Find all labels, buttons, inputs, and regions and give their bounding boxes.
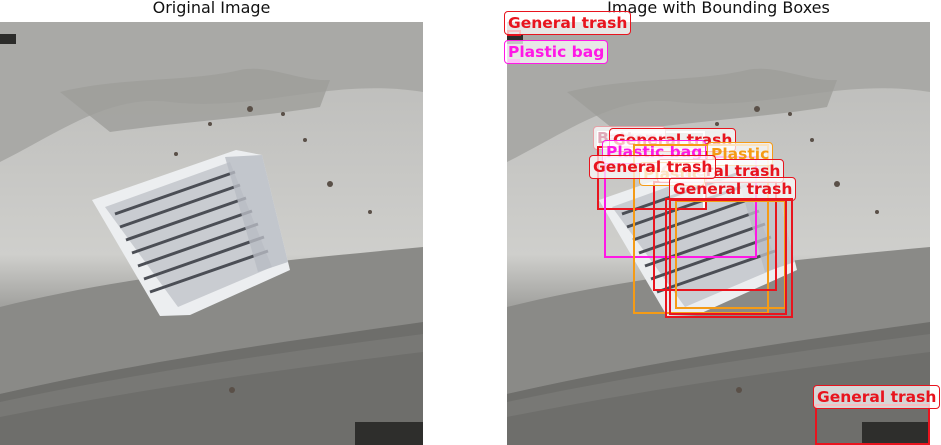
bounding-box <box>815 404 930 445</box>
bounding-box-label: General trash <box>504 11 632 35</box>
bounding-box <box>665 198 793 318</box>
bounding-box-label: Plastic bag <box>504 40 609 64</box>
concrete-photo <box>0 22 423 445</box>
original-image <box>0 22 423 445</box>
annotated-image-title: Image with Bounding Boxes <box>607 0 830 17</box>
bounding-box-label: General trash <box>813 385 941 409</box>
bounding-box-label: General trash <box>669 177 797 201</box>
original-image-title: Original Image <box>152 0 271 17</box>
bounding-box-label: General trash <box>589 155 717 179</box>
concrete-photo-annotated <box>507 22 930 445</box>
